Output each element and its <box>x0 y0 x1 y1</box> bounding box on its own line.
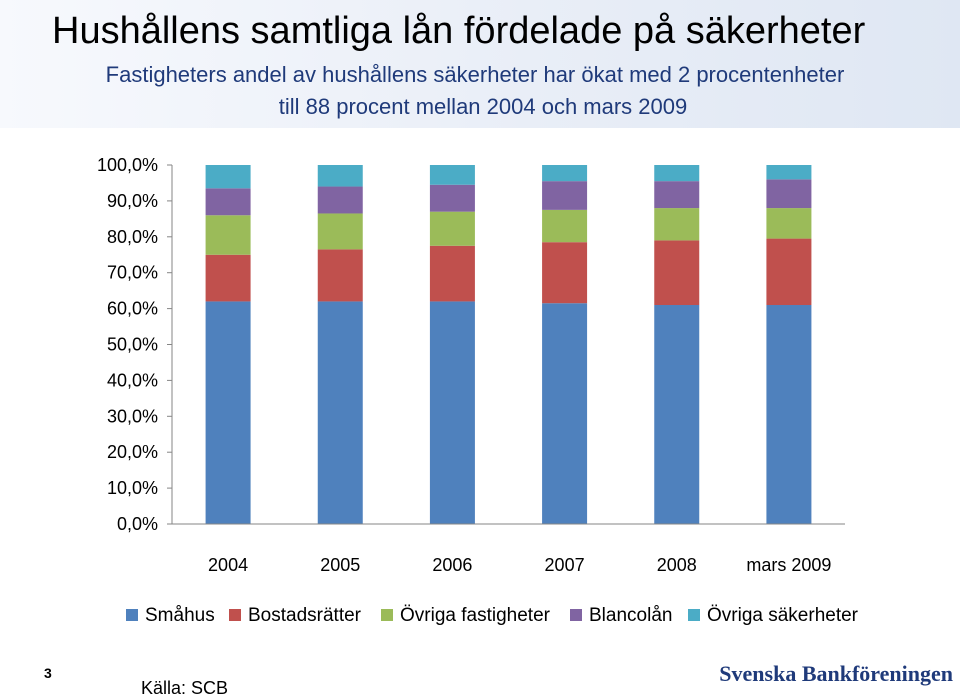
bar-övriga-fastigheter-2007 <box>542 209 588 243</box>
bar-blancolån-2004 <box>205 188 251 216</box>
y-tick-label: 0,0% <box>117 514 158 534</box>
bar-blancolån-2008 <box>654 181 700 209</box>
y-tick-label: 70,0% <box>107 263 158 283</box>
source-note: Källa: SCB <box>141 678 229 698</box>
bar-blancolån-2006 <box>429 184 475 212</box>
legend-label: Småhus <box>145 605 215 626</box>
bar-småhus-2006 <box>429 301 475 524</box>
slide-title: Hushållens samtliga lån fördelade på säk… <box>52 10 866 52</box>
bar-bostadsrätter-2006 <box>429 245 475 302</box>
bar-övriga-säkerheter-2006 <box>429 165 475 185</box>
x-tick-label: 2008 <box>657 555 697 575</box>
bar-övriga-fastigheter-2006 <box>429 211 475 246</box>
y-tick-label: 10,0% <box>107 478 158 498</box>
bar-bostadsrätter-mars-2009 <box>766 238 812 306</box>
x-tick-label: 2006 <box>432 555 472 575</box>
legend-label: Övriga fastigheter <box>400 605 550 626</box>
y-axis: 0,0% 10,0% 20,0% 30,0% 40,0% 50,0% 60,0% 70,0% 8… <box>97 155 173 534</box>
bar-övriga-säkerheter-2004 <box>205 165 251 189</box>
x-tick-label: mars 2009 <box>746 555 831 575</box>
stacked-bar-chart: 0,0% 10,0% 20,0% 30,0% 40,0% 50,0% 60,0% 70,0% 8… <box>97 155 845 575</box>
y-tick-label: 50,0% <box>107 335 158 355</box>
y-tick-label: 60,0% <box>107 299 158 319</box>
header-banner: Hushållens samtliga lån fördelade på säk… <box>0 0 960 128</box>
y-tick-label: 40,0% <box>107 370 158 390</box>
bar-övriga-säkerheter-2007 <box>542 165 588 182</box>
bar-övriga-säkerheter-mars-2009 <box>766 165 812 180</box>
bar-övriga-fastigheter-2004 <box>205 215 251 255</box>
y-tick-label: 30,0% <box>107 406 158 426</box>
bar-bostadsrätter-2005 <box>317 249 363 302</box>
page-number: 3 <box>44 665 52 681</box>
bar-blancolån-2005 <box>317 186 363 214</box>
legend-swatch <box>126 609 138 621</box>
bar-blancolån-2007 <box>542 181 588 210</box>
x-tick-label: 2004 <box>208 555 248 575</box>
bar-övriga-fastigheter-2005 <box>317 213 363 250</box>
bar-bostadsrätter-2004 <box>205 254 251 302</box>
bar-övriga-säkerheter-2008 <box>654 165 700 182</box>
legend-swatch <box>570 609 582 621</box>
y-tick-label: 80,0% <box>107 227 158 247</box>
bar-bostadsrätter-2008 <box>654 240 700 306</box>
x-tick-label: 2007 <box>545 555 585 575</box>
y-tick-label: 20,0% <box>107 442 158 462</box>
chart-legend: Småhus Bostadsrätter Övriga fastigheter Bla… <box>0 604 960 632</box>
bar-övriga-säkerheter-2005 <box>317 165 363 187</box>
legend-label: Blancolån <box>589 605 673 626</box>
legend-label: Bostadsrätter <box>248 605 361 626</box>
y-tick-label: 90,0% <box>107 191 158 211</box>
legend-swatch <box>381 609 393 621</box>
slide-subtitle-line-2: till 88 procent mellan 2004 och mars 200… <box>278 94 688 119</box>
slide-subtitle-line-1: Fastigheters andel av hushållens säkerhe… <box>105 62 845 87</box>
x-tick-label: 2005 <box>320 555 360 575</box>
bar-småhus-mars-2009 <box>766 305 812 524</box>
bar-bostadsrätter-2007 <box>542 242 588 304</box>
y-tick-label: 100,0% <box>97 155 158 175</box>
bar-småhus-2008 <box>654 305 700 524</box>
bar-övriga-fastigheter-2008 <box>654 208 700 241</box>
bar-småhus-2005 <box>317 301 363 524</box>
bar-series-group <box>205 165 812 524</box>
bar-blancolån-mars-2009 <box>766 179 812 209</box>
bar-småhus-2004 <box>205 301 251 524</box>
bar-övriga-fastigheter-mars-2009 <box>766 208 812 239</box>
legend-swatch <box>229 609 241 621</box>
x-axis: 2004 2005 2006 2007 2008 mars 2009 <box>172 523 845 575</box>
bar-småhus-2007 <box>542 303 588 524</box>
brand-logo: Svenska Bankföreningen <box>719 661 953 686</box>
legend-label: Övriga säkerheter <box>707 605 859 626</box>
legend-swatch <box>688 609 700 621</box>
